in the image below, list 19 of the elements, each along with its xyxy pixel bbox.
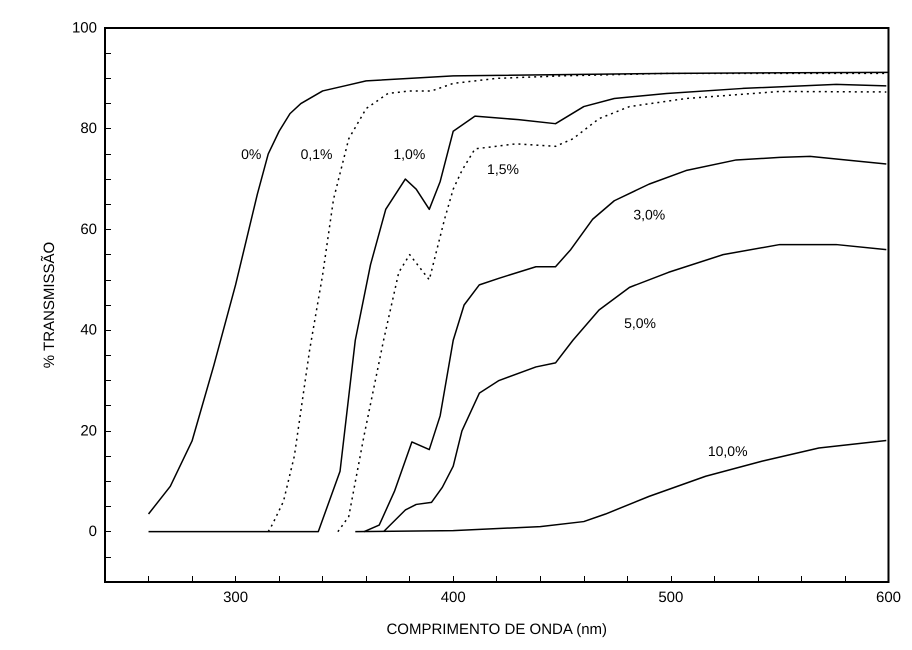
y-tick-label: 60: [80, 220, 97, 238]
y-axis-title: % TRANSMISSÃO: [40, 242, 58, 368]
y-tick-label: 100: [72, 20, 97, 36]
series-label: 5,0%: [624, 315, 656, 332]
y-tick-label: 40: [80, 322, 97, 339]
x-tick-label: 300: [223, 589, 248, 606]
series-label: 1,0%: [393, 146, 426, 162]
x-tick-label: 600: [876, 589, 901, 606]
x-tick-label: 500: [658, 589, 684, 606]
x-axis-title: COMPRIMENTO DE ONDA (nm): [386, 621, 608, 638]
series-label: 1,5%: [487, 160, 519, 177]
y-tick-label: 0: [88, 523, 97, 540]
series-label: 10,0%: [708, 443, 748, 460]
y-tick-label: 20: [80, 422, 97, 440]
y-tick-label: 80: [80, 120, 97, 138]
series-label: 3,0%: [633, 206, 666, 223]
series-label: 0%: [241, 146, 262, 162]
x-tick-label: 400: [440, 589, 466, 606]
series-label: 0,1%: [300, 146, 332, 162]
